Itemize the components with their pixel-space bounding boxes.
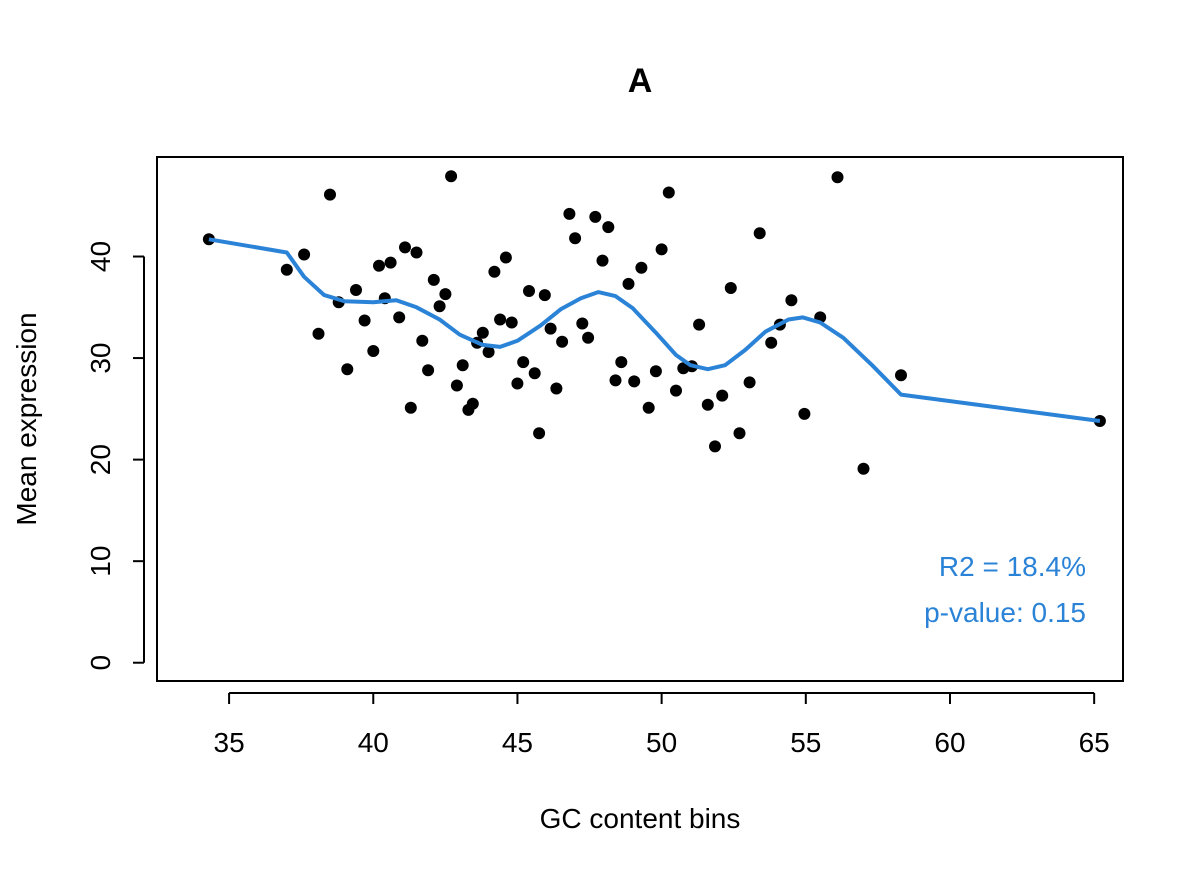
scatter-point [511,377,524,390]
scatter-point [324,188,336,201]
scatter-point [785,294,798,307]
scatter-point [622,277,635,290]
scatter-point [499,251,512,264]
plot-area [202,170,1106,475]
x-axis-label: GC content bins [540,803,741,834]
scatter-point [655,243,668,256]
scatter-point [533,427,546,440]
y-tick-label: 20 [85,444,116,475]
scatter-point [544,322,557,335]
scatter-point [615,356,628,369]
scatter-point [373,259,385,272]
scatter-point [743,376,756,389]
scatter-point [439,288,452,301]
scatter-point [596,254,609,267]
y-tick-label: 30 [85,342,116,373]
scatter-point [576,317,589,330]
scatter-point [505,316,518,329]
scatter-point [563,207,576,220]
scatter-point [528,367,541,380]
scatter-point [693,318,706,331]
scatter-point [582,331,595,344]
scatter-point [399,241,411,254]
scatter-point [350,284,362,296]
y-axis: 0 10 20 30 40 [85,241,145,671]
scatter-point [450,379,463,392]
scatter-point [798,407,811,420]
x-tick-label: 60 [934,727,965,758]
scatter-point [716,389,729,402]
scatter-point [642,401,655,414]
scatter-point [831,171,844,184]
smooth-fit-line [208,237,1101,423]
scatter-point [670,384,682,397]
x-tick-label: 50 [646,727,677,758]
x-tick-label: 40 [358,727,389,758]
scatter-point [649,365,662,378]
scatter-point [456,359,469,372]
scatter-point [433,300,446,313]
scatter-point [556,335,569,348]
scatter-point [609,374,622,387]
scatter-point [602,221,615,234]
scatter-point [538,289,551,302]
scatter-point [410,246,423,259]
x-tick-label: 55 [790,727,821,758]
scatter-point [427,273,440,286]
scatter-point [416,334,429,347]
y-tick-label: 0 [85,655,116,671]
scatter-point [733,427,746,440]
scatter-point [709,440,721,453]
scatter-point [635,261,648,274]
scatter-point [280,263,293,276]
x-tick-label: 65 [1079,727,1110,758]
scatter-point [494,313,507,326]
scatter-point [589,210,602,223]
plot-frame [156,156,1124,682]
p-value-annotation: p-value: 0.15 [924,597,1086,628]
y-axis-label: Mean expression [11,312,42,525]
scatter-point [298,248,311,261]
x-tick-label: 35 [214,727,245,758]
scatter-point [857,462,870,475]
scatter-point [701,398,714,411]
scatter-point [422,364,435,377]
scatter-point [753,227,766,240]
scatter-point [569,232,582,245]
scatter-point [312,327,325,340]
scatter-point [765,336,778,349]
chart-title: A [628,62,653,100]
scatter-point [550,382,563,395]
scatter-point [724,282,737,294]
scatter-point [895,369,907,382]
scatter-point [358,314,371,327]
scatter-point [628,375,641,388]
scatter-point [662,186,675,199]
r2-annotation: R2 = 18.4% [939,551,1086,582]
scatter-point [476,326,489,339]
scatter-point [404,401,417,414]
x-tick-label: 45 [502,727,533,758]
scatter-point [517,356,530,369]
scatter-point [341,363,354,376]
scatter-point [482,346,495,358]
scatter-point [393,311,406,324]
x-axis: 35 40 45 50 55 60 65 [214,692,1110,758]
scatter-point [445,170,458,183]
scatter-point [466,397,479,410]
y-tick-label: 10 [85,546,116,577]
y-tick-label: 40 [85,241,116,272]
scatter-point [367,345,380,357]
scatter-point [384,256,397,269]
scatter-point [523,285,535,297]
scatter-point [488,265,501,278]
